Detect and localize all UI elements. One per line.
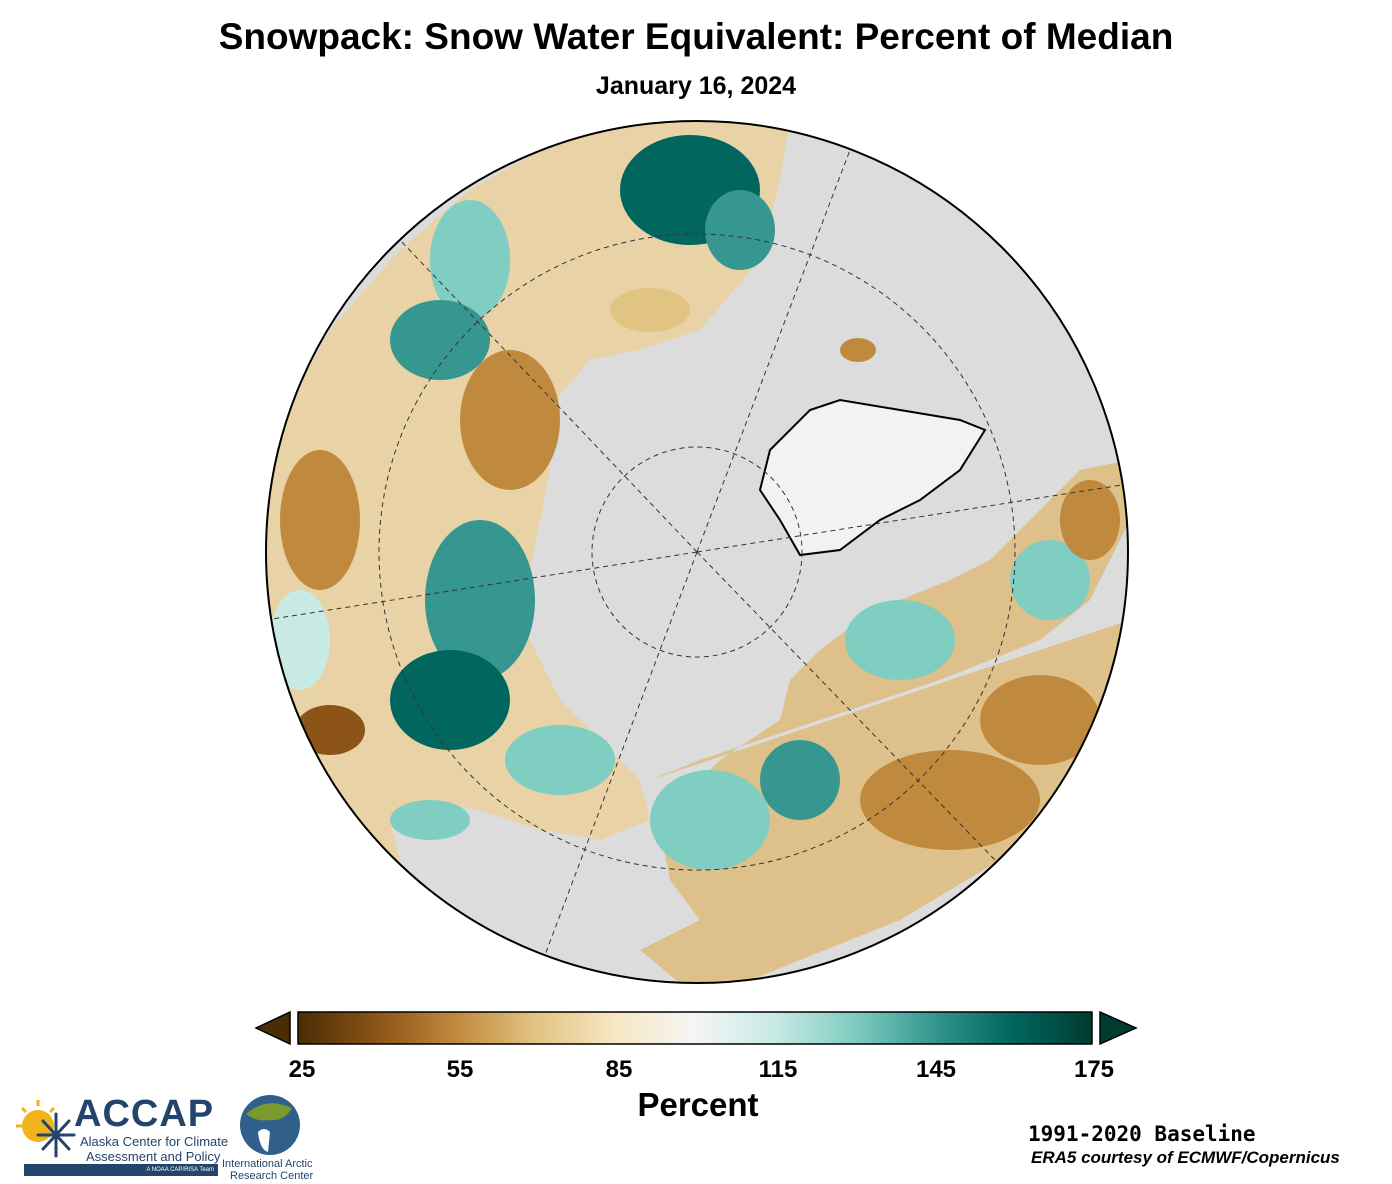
greenland: [758, 398, 987, 557]
accap-logo-line2: Assessment and Policy: [86, 1149, 221, 1164]
iarc-logo-line1: International Arctic: [222, 1158, 313, 1170]
patch-mongolia: [280, 450, 360, 590]
patch-china: [295, 705, 365, 755]
patch-tibet: [270, 590, 330, 690]
accap-logo-tagline: A NOAA CAP/RISA Team: [24, 1164, 218, 1176]
map-date: January 16, 2024: [595, 72, 797, 100]
iarc-logo-line2: Research Center: [230, 1170, 314, 1182]
patch-chukotka: [505, 725, 615, 795]
data-credit: ERA5 courtesy of ECMWF/Copernicus: [1031, 1148, 1340, 1167]
patch-hudson: [980, 675, 1100, 765]
baseline-note: 1991-2020 Baseline: [1028, 1122, 1256, 1146]
patch-quebec: [1010, 540, 1090, 620]
patch-prairies: [860, 750, 1040, 850]
colorbar: [254, 1010, 1138, 1046]
colorbar-bar: [297, 1011, 1093, 1045]
patch-siberia-dry: [460, 350, 560, 490]
colorbar-extend-high: [1099, 1010, 1138, 1046]
colorbar-tick: 175: [1073, 1056, 1115, 1083]
parallel-70: [378, 233, 1016, 871]
accap-logo-line1: Alaska Center for Climate: [80, 1134, 229, 1149]
patch-yukon: [760, 740, 840, 820]
colorbar-extend-low: [254, 1010, 291, 1046]
colorbar-tick: 145: [915, 1056, 957, 1083]
patch-kola: [610, 288, 690, 332]
map-border: [265, 120, 1129, 984]
north-america-land: [640, 460, 1128, 983]
map-disk: [266, 121, 1128, 983]
patch-iceland: [840, 338, 876, 362]
colorbar-tick: 85: [605, 1056, 633, 1083]
map-title: Snowpack: Snow Water Equivalent: Percent…: [218, 16, 1174, 57]
colorbar-label: Percent: [637, 1086, 759, 1123]
graticule: [266, 149, 1128, 956]
patch-finland: [705, 190, 775, 270]
accap-logo-name: ACCAP: [74, 1093, 215, 1135]
patch-central-siberia: [425, 520, 535, 680]
patch-nunavut: [845, 600, 955, 680]
colorbar-tick: 115: [758, 1056, 798, 1083]
patch-west-siberia: [390, 300, 490, 380]
patch-alaska: [650, 770, 770, 870]
patch-ural: [430, 200, 510, 320]
parallel-80: [591, 446, 803, 658]
colorbar-tick: 25: [288, 1056, 316, 1083]
patch-labrador: [1060, 480, 1120, 560]
accap-sun-snowflake-icon: [16, 1100, 76, 1158]
iarc-globe-icon: [240, 1095, 300, 1155]
patch-kamchatka: [390, 800, 470, 840]
patch-east-siberia: [390, 650, 510, 750]
colorbar-tick: 55: [446, 1056, 474, 1083]
